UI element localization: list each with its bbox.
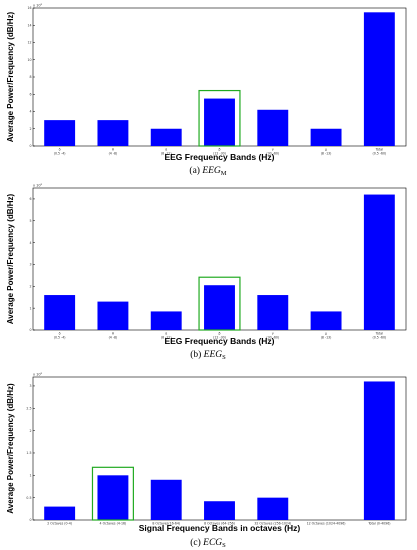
y-tick-label: 2: [29, 285, 31, 289]
y-tick-label: 0: [29, 518, 31, 522]
bar: [150, 311, 182, 330]
x-tick-label: (12 -30): [213, 336, 226, 340]
x-tick-label: (4 -8): [109, 152, 118, 156]
x-tick-label: α: [165, 332, 167, 336]
y-tick-label: 2.5: [26, 406, 31, 410]
y-axis-label: Average Power/Frequency (dB/Hz): [6, 193, 15, 324]
x-tick-label: (0.5 -4): [54, 336, 66, 340]
y-tick-label: 4: [29, 241, 31, 245]
bar: [150, 128, 182, 146]
x-tick-label: (8 -12): [161, 152, 172, 156]
y-axis-label: Average Power/Frequency (dB/Hz): [6, 383, 15, 514]
x-tick-label: (4 -8): [109, 336, 118, 340]
x-tick-label: α: [165, 148, 167, 152]
x-tick-label: (8 -13): [321, 152, 332, 156]
y-tick-label: 3: [29, 263, 31, 267]
x-tick-label: γ: [272, 148, 274, 152]
y-tick-label: 12: [27, 41, 31, 45]
x-tick-label: Total: [375, 148, 384, 152]
x-tick-label: 8 Octaves(16-64): [152, 522, 180, 526]
x-tick-label: β: [218, 332, 220, 336]
chart-panel-3: 0 0.5 1 1.5 2 2.5 3 x 10⁵ 2 Octaves (0-4) 4 Octav…: [6, 373, 407, 549]
x-tick-label: (8 -12): [161, 336, 172, 340]
x-tick-label: θ: [112, 332, 114, 336]
x-tick-label: μ: [325, 148, 327, 152]
y-tick-label: 14: [27, 23, 31, 27]
bar: [44, 506, 76, 520]
y-tick-label: 0: [29, 328, 31, 332]
highlight-box: [91, 466, 134, 521]
bar: [310, 128, 342, 146]
bar: [257, 109, 289, 146]
y-axis-label: Average Power/Frequency (dB/Hz): [6, 11, 15, 142]
y-tick-label: 1: [29, 306, 31, 310]
y-tick-label: 16: [27, 6, 31, 10]
x-tick-label: μ: [325, 332, 327, 336]
x-tick-label: 8 Octaves (64-256): [204, 522, 235, 526]
y-tick-label: 6: [29, 197, 31, 201]
y-tick-label: 8: [29, 75, 31, 79]
x-tick-label: δ: [59, 148, 61, 152]
bar: [44, 295, 76, 330]
x-tick-label: δ: [59, 332, 61, 336]
x-tick-label: 2 Octaves (0-4): [47, 522, 72, 526]
y-tick-label: 2: [29, 429, 31, 433]
bar: [204, 98, 235, 146]
y-tick-label: 10: [27, 58, 31, 62]
y-multiplier: x 10⁵: [33, 373, 43, 377]
x-tick-label: Total: [375, 332, 384, 336]
x-tick-label: (30 -60): [266, 336, 279, 340]
x-tick-label: β: [218, 148, 220, 152]
x-tick-label: (0.5 -60): [372, 336, 386, 340]
x-tick-label: 12 Octaves (1024-4096): [307, 522, 346, 526]
x-tick-label: θ: [112, 148, 114, 152]
bar: [363, 194, 395, 330]
x-tick-label: (0.5 -60): [372, 152, 386, 156]
bar: [97, 475, 129, 520]
y-multiplier: x 10⁵: [33, 184, 43, 188]
x-axis-label: EEG Frequency Bands (Hz): [164, 336, 274, 346]
bar: [97, 301, 129, 330]
x-tick-label: (0.5 -4): [54, 152, 66, 156]
bar: [150, 479, 182, 520]
y-tick-label: 1: [29, 474, 31, 478]
chart-panel-2: 0 1 2 3 4 5 6 x 10⁵ δ(0.5 -4) θ(4 -8) α(8 -12) β(12…: [6, 184, 407, 361]
y-tick-label: 0.5: [26, 496, 31, 500]
bar: [204, 501, 235, 520]
bar: [363, 381, 395, 520]
x-tick-label: 32 Octaves (256-1024): [254, 522, 291, 526]
plot-frame: [32, 376, 407, 521]
x-tick-label: Total (0-4096): [367, 522, 390, 526]
y-tick-label: 1.5: [26, 451, 31, 455]
bar: [97, 120, 129, 146]
x-axis-label: Signal Frequency Bands in octaves (Hz): [139, 523, 301, 533]
bar: [257, 497, 289, 520]
bar: [44, 120, 76, 146]
x-tick-label: 4 Octaves (4-16): [100, 522, 127, 526]
bar: [204, 285, 235, 330]
bar: [363, 12, 395, 146]
y-tick-label: 4: [29, 110, 31, 114]
y-tick-label: 0: [29, 144, 31, 148]
highlight-box: [198, 276, 241, 331]
x-tick-label: (8 -13): [321, 336, 332, 340]
y-multiplier: x 10⁵: [33, 4, 43, 8]
highlight-box: [198, 89, 241, 147]
y-tick-label: 3: [29, 384, 31, 388]
x-tick-label: γ: [272, 332, 274, 336]
bar: [257, 295, 289, 330]
bar: [310, 311, 342, 330]
y-tick-label: 6: [29, 92, 31, 96]
y-tick-label: 5: [29, 219, 31, 223]
panel-caption: (c) ECGS: [190, 537, 226, 549]
x-axis-label: EEG Frequency Bands (Hz): [164, 152, 274, 162]
x-tick-label: (12 -30): [213, 152, 226, 156]
panel-caption: (b) EEGS: [190, 349, 226, 361]
panel-caption: (a) EEGM: [189, 165, 226, 177]
x-tick-label: (30 -60): [266, 152, 279, 156]
y-tick-label: 2: [29, 127, 31, 131]
